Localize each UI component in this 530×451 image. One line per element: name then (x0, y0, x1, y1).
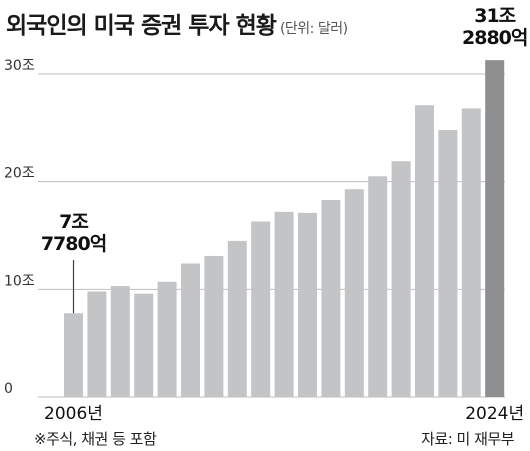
bar-2020 (391, 161, 411, 397)
x-tick-label-1: 2024년 (465, 404, 524, 424)
bar-2010 (157, 281, 177, 397)
y-tick-label-2: 20조 (4, 166, 35, 182)
bar-2019 (368, 176, 388, 397)
bar-2022 (438, 129, 458, 398)
x-tick-label-0: 2006년 (44, 404, 103, 424)
bar-2008 (110, 286, 130, 397)
bar-2024 (485, 60, 505, 397)
bar-2023 (461, 108, 481, 398)
bar-2017 (321, 199, 341, 397)
bar-2011 (181, 263, 200, 397)
bar-2006 (64, 313, 83, 397)
annotation-label-0-0: 7조 (59, 211, 88, 233)
bar-2007 (87, 291, 107, 397)
bar-2012 (204, 255, 224, 397)
chart-title-text: 외국인의 미국 증권 투자 현황 (6, 13, 277, 39)
annotation-label-0-1: 7780억 (41, 233, 106, 255)
bar-2015 (274, 211, 294, 397)
bar-2009 (134, 293, 154, 397)
y-tick-label-0: 0 (4, 381, 13, 397)
unit-label: (단위: 달러) (279, 21, 348, 37)
source-note: 자료: 미 재무부 (421, 430, 514, 448)
bar-2021 (415, 105, 434, 397)
chart-title: 외국인의 미국 증권 투자 현황 (단위: 달러) (6, 6, 348, 40)
bar-2018 (344, 189, 364, 397)
y-tick-label-1: 10조 (4, 273, 35, 289)
y-tick-label-3: 30조 (4, 58, 35, 74)
annotation-label-1-0: 31조 (474, 5, 515, 27)
footnote: ※주식, 채권 등 포함 (34, 430, 157, 448)
bar-2013 (227, 240, 247, 397)
bar-2016 (298, 212, 317, 397)
bar-2014 (251, 221, 271, 397)
annotation-label-1-1: 2880억 (462, 27, 527, 49)
